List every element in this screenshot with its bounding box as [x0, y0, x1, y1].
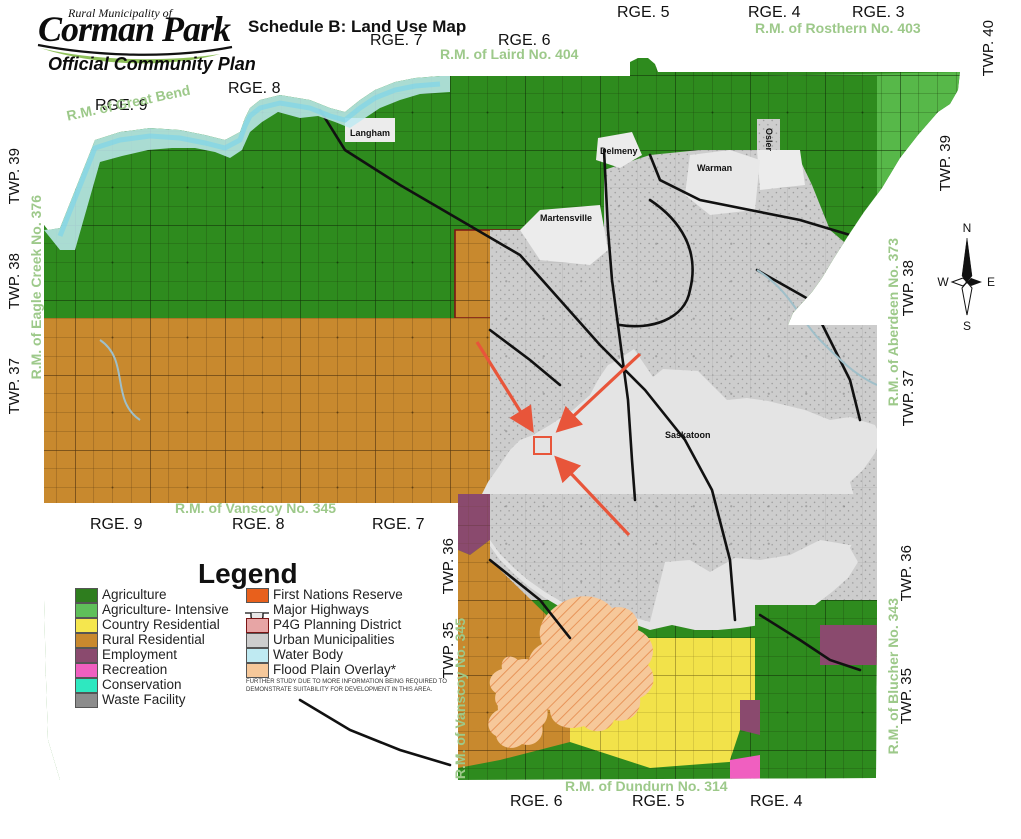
svg-text:S: S [963, 319, 971, 333]
svg-text:W: W [937, 275, 949, 289]
svg-text:E: E [987, 275, 995, 289]
svg-text:N: N [963, 221, 972, 235]
